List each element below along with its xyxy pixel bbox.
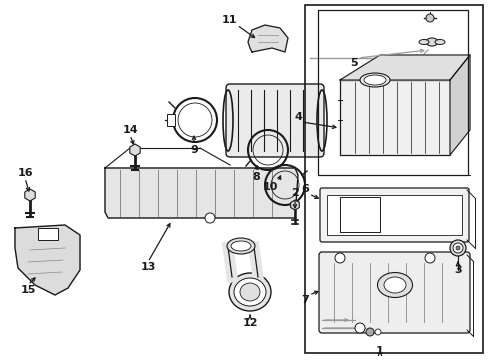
- Text: 6: 6: [301, 184, 309, 194]
- Circle shape: [375, 329, 381, 335]
- Ellipse shape: [229, 273, 271, 311]
- Circle shape: [456, 246, 460, 250]
- Ellipse shape: [384, 277, 406, 293]
- Ellipse shape: [419, 40, 429, 45]
- Ellipse shape: [435, 40, 445, 45]
- Ellipse shape: [426, 38, 438, 46]
- Text: 9: 9: [190, 145, 198, 155]
- Polygon shape: [340, 55, 470, 80]
- Bar: [340, 197, 380, 232]
- Ellipse shape: [227, 238, 255, 254]
- Text: 8: 8: [252, 172, 260, 182]
- Text: 4: 4: [294, 112, 302, 122]
- FancyBboxPatch shape: [320, 188, 469, 242]
- Text: 13: 13: [140, 262, 156, 272]
- Text: 12: 12: [242, 318, 258, 328]
- Bar: [167, 114, 175, 126]
- Polygon shape: [248, 25, 288, 52]
- Text: 11: 11: [221, 15, 237, 25]
- Bar: [327, 195, 462, 235]
- Ellipse shape: [240, 283, 260, 301]
- Circle shape: [355, 323, 365, 333]
- Text: 15: 15: [20, 285, 36, 295]
- Bar: [38, 228, 58, 240]
- Ellipse shape: [360, 73, 390, 87]
- Ellipse shape: [377, 273, 413, 297]
- Text: 5: 5: [350, 58, 358, 68]
- Circle shape: [425, 253, 435, 263]
- Circle shape: [205, 213, 215, 223]
- Ellipse shape: [231, 241, 251, 251]
- Bar: [318, 10, 468, 175]
- Circle shape: [426, 14, 434, 22]
- Circle shape: [335, 253, 345, 263]
- Text: 7: 7: [301, 295, 309, 305]
- Ellipse shape: [234, 278, 266, 306]
- Circle shape: [366, 328, 374, 336]
- Polygon shape: [105, 168, 298, 218]
- Polygon shape: [15, 225, 80, 295]
- Text: 16: 16: [17, 168, 33, 178]
- Text: 3: 3: [454, 265, 462, 275]
- Text: 1: 1: [376, 346, 384, 356]
- FancyBboxPatch shape: [226, 84, 324, 157]
- Text: 2: 2: [291, 188, 299, 198]
- Polygon shape: [450, 55, 470, 155]
- Text: 14: 14: [122, 125, 138, 135]
- Bar: [305, 5, 483, 353]
- Ellipse shape: [364, 75, 386, 85]
- Text: 10: 10: [263, 182, 278, 192]
- Bar: [340, 80, 450, 155]
- Circle shape: [453, 243, 463, 253]
- FancyBboxPatch shape: [319, 252, 470, 333]
- Circle shape: [450, 240, 466, 256]
